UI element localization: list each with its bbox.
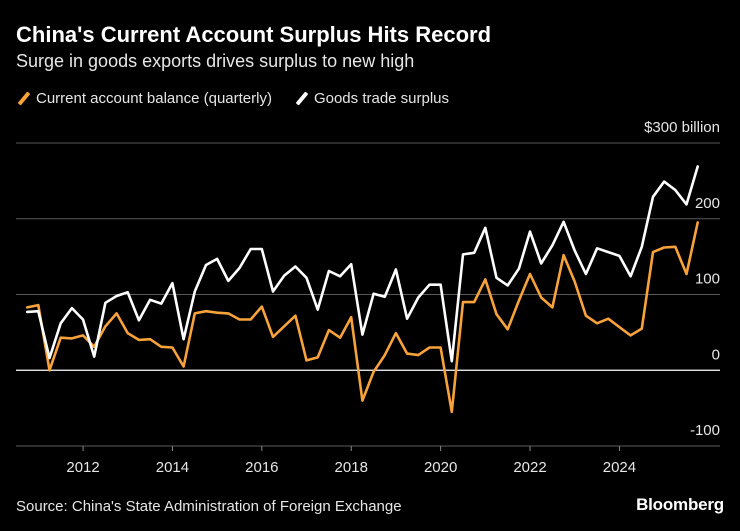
legend: Current account balance (quarterly) Good…: [16, 90, 471, 107]
legend-item-goods-trade: Goods trade surplus: [294, 90, 449, 107]
y-tick-label: 0: [712, 346, 720, 363]
y-tick-label: -100: [690, 422, 720, 439]
x-tick-label: 2022: [513, 459, 546, 476]
x-tick-label: 2012: [66, 459, 99, 476]
x-tick-label: 2018: [335, 459, 368, 476]
legend-item-current-account: Current account balance (quarterly): [16, 90, 272, 107]
x-tick-label: 2014: [156, 459, 189, 476]
series-line-goods-trade: [25, 165, 700, 363]
series-line-current-account: [25, 221, 700, 414]
legend-label-current-account: Current account balance (quarterly): [36, 90, 272, 107]
x-tick-label: 2024: [603, 459, 636, 476]
x-tick-label: 2016: [245, 459, 278, 476]
source-note: Source: China's State Administration of …: [16, 498, 402, 515]
legend-label-goods-trade: Goods trade surplus: [313, 90, 450, 107]
page-subtitle: Surge in goods exports drives surplus to…: [16, 51, 415, 71]
y-tick-label: 200: [695, 195, 720, 212]
y-tick-label: $300 billion: [644, 119, 720, 136]
page-title: China's Current Account Surplus Hits Rec…: [16, 22, 492, 47]
bloomberg-logo: Bloomberg: [636, 495, 724, 514]
y-tick-label: 100: [695, 271, 720, 288]
x-tick-label: 2020: [424, 459, 457, 476]
